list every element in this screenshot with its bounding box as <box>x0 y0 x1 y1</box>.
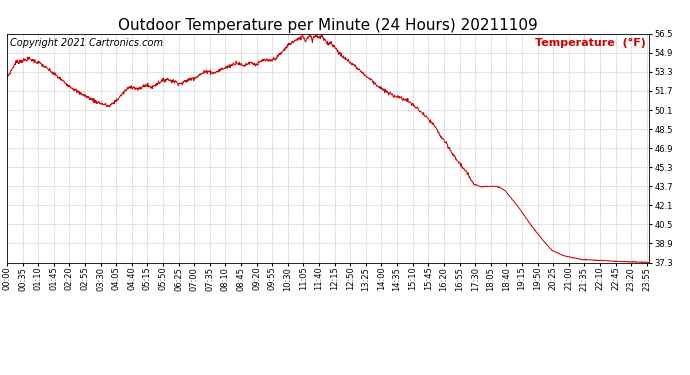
Title: Outdoor Temperature per Minute (24 Hours) 20211109: Outdoor Temperature per Minute (24 Hours… <box>118 18 538 33</box>
Text: Copyright 2021 Cartronics.com: Copyright 2021 Cartronics.com <box>10 38 163 48</box>
Text: Temperature  (°F): Temperature (°F) <box>535 38 645 48</box>
